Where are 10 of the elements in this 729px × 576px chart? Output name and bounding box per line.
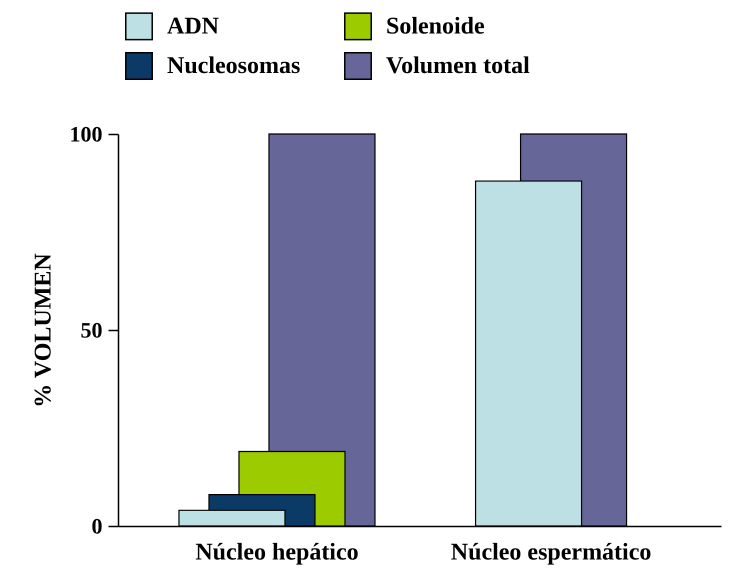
legend-label: Volumen total — [386, 53, 530, 79]
y-tick-label: 0 — [92, 514, 102, 538]
legend-label: ADN — [167, 13, 220, 40]
x-tick-label: Núcleo espermático — [450, 540, 652, 566]
y-axis-title: % VOLUMEN — [30, 252, 56, 408]
x-tick-label: Núcleo hepático — [195, 540, 359, 566]
y-tick-label: 100 — [70, 122, 102, 146]
legend-label: Solenoide — [386, 13, 486, 40]
y-tick-label: 50 — [80, 318, 102, 342]
legend-label: Nucleosomas — [167, 53, 300, 79]
